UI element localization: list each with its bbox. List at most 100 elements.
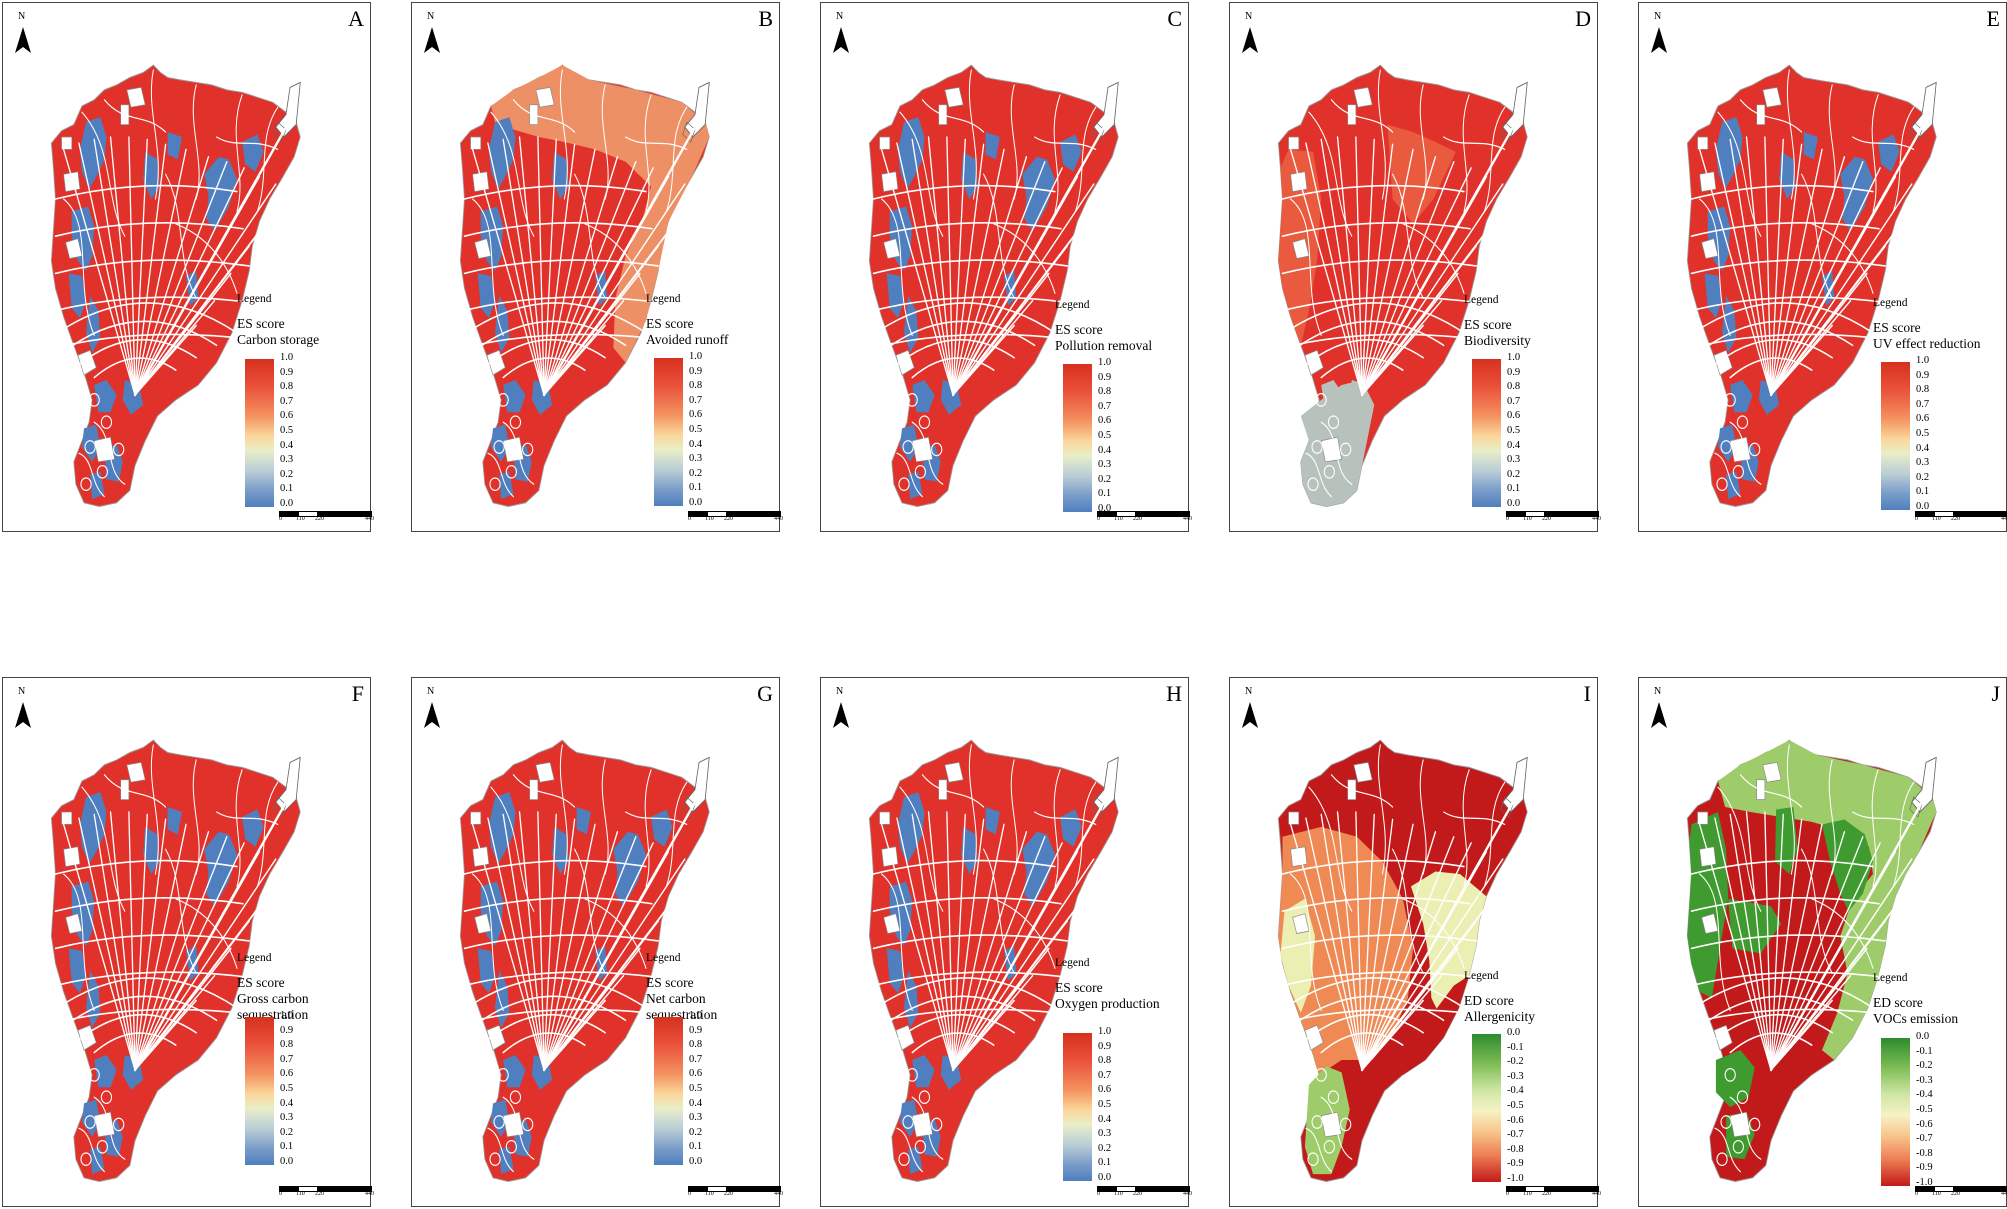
panel-letter: H — [1166, 681, 1182, 706]
zone-minimum — [204, 831, 237, 907]
tick-label: 1.0 — [689, 351, 703, 362]
tick-label: 0.0 — [1507, 498, 1521, 509]
legend-title: Legend — [1873, 297, 1908, 309]
scale-bar: 0 110 220 440 — [1506, 1181, 1601, 1203]
pier-building — [682, 756, 710, 818]
tick-label: 0.8 — [689, 380, 703, 392]
score-type: ES score — [646, 316, 694, 331]
tick-label: 0.9 — [280, 366, 294, 378]
map-panel-i: I N Legend ED score Allergenicity 0.0 -0.1 -0.2… — [1229, 677, 1601, 1207]
zone-low — [1717, 740, 1937, 1060]
tick-label: 0.9 — [689, 1024, 703, 1036]
building — [65, 913, 83, 934]
building — [472, 171, 490, 192]
score-type: ES score — [646, 975, 694, 990]
metric-name: Biodiversity — [1464, 333, 1531, 348]
tick-label: 0.6 — [1916, 413, 1930, 425]
scale-label: 440 — [2001, 516, 2007, 522]
panel-letter: A — [348, 6, 364, 31]
park-map — [1259, 739, 1528, 1183]
zone-minimum — [86, 295, 101, 353]
building — [1288, 136, 1300, 150]
building — [1292, 238, 1310, 259]
zone-moderate — [490, 65, 710, 363]
scale-bar: 0 110 220 440 — [1097, 1181, 1192, 1203]
scale-segment — [1953, 1186, 2007, 1192]
tick-label: 1.0 — [1098, 1026, 1112, 1037]
zone-low — [1410, 871, 1487, 1023]
building — [1697, 136, 1709, 150]
scale-bar: 0 110 220 440 — [1915, 506, 2007, 528]
scale-label: 440 — [1592, 1191, 1601, 1197]
color-ramp — [1063, 364, 1092, 512]
north-label: N — [1245, 11, 1253, 22]
scale-label: 0 — [1097, 516, 1100, 522]
tick-label: -0.9 — [1916, 1162, 1933, 1174]
park-map — [850, 739, 1119, 1183]
building — [1288, 811, 1300, 825]
tick-label: 0.1 — [1098, 488, 1112, 500]
tick-label: 0.0 — [1507, 1027, 1521, 1038]
north-arrow-icon: N — [831, 11, 853, 59]
tick-label: 0.8 — [280, 1039, 294, 1051]
metric-name: Gross carbon — [237, 991, 309, 1006]
scale-label: 440 — [365, 516, 374, 522]
legend: Legend ES score Pollution removal — [1055, 297, 1152, 354]
zone-minimum — [81, 1099, 101, 1137]
tick-label: 0.2 — [689, 467, 703, 479]
building — [944, 86, 964, 108]
zone-minimum — [490, 1099, 510, 1137]
map-panel-c: C N Legend ES score Pollution removal 1.0 0.9 0… — [820, 2, 1192, 532]
panel-letter: B — [758, 6, 773, 31]
tick-label: 0.7 — [689, 394, 703, 406]
zone-minimum — [552, 826, 569, 874]
map-panel-f: F N Legend ES score Gross carbon sequestratio… — [2, 677, 374, 1207]
park-map — [1668, 739, 1937, 1183]
tick-label: 0.5 — [280, 425, 294, 436]
tick-label: 0.4 — [689, 1097, 703, 1109]
park-map — [441, 64, 710, 508]
pier-building — [273, 756, 301, 818]
tick-label: 0.2 — [1507, 468, 1521, 480]
tick-label: -0.1 — [1507, 1041, 1524, 1053]
park-map — [850, 64, 1119, 508]
tick-label: 0.0 — [689, 497, 703, 508]
scale-label: 110 — [1932, 516, 1941, 522]
legend-title: Legend — [237, 293, 272, 305]
tick-label: 0.6 — [1098, 1084, 1112, 1096]
zone-minimum — [985, 132, 1000, 160]
tick-label: 0.5 — [689, 1083, 703, 1094]
map-panel-h: H N Legend ES score Oxygen production 1.0 0.9 0… — [820, 677, 1192, 1207]
scale-bar: 0 110 220 440 — [688, 506, 783, 528]
panel-letter: G — [757, 681, 773, 706]
tick-label: 0.7 — [280, 1053, 294, 1065]
scale-label: 220 — [315, 1191, 324, 1197]
tick-label: 0.6 — [1507, 410, 1521, 422]
building — [61, 136, 73, 150]
zone-minimum — [961, 151, 978, 199]
tick-label: 0.9 — [1916, 369, 1930, 381]
building — [1762, 86, 1782, 108]
legend-title: Legend — [237, 952, 272, 964]
scale-label: 220 — [1133, 1191, 1142, 1197]
pier-building — [1909, 756, 1937, 818]
map-panel-d: D N Legend ES score Biodiversity 1.0 0.9 0.8 0.7… — [1229, 2, 1601, 532]
tick-label: 0.1 — [1507, 483, 1521, 495]
zone-minimum — [912, 1055, 935, 1088]
score-type: ED score — [1873, 995, 1923, 1010]
color-ramp — [245, 359, 274, 507]
map-panel-b: B N Legend ES score Avoided runoff 1.0 0.9 0.8 0… — [411, 2, 783, 532]
tick-label: 1.0 — [280, 352, 294, 363]
tick-label: 0.3 — [1507, 454, 1521, 466]
tick-label: -0.2 — [1916, 1060, 1933, 1072]
scale-label: 440 — [1592, 516, 1601, 522]
north-arrow-icon: N — [13, 11, 35, 59]
building — [1762, 761, 1782, 783]
tick-label: -0.5 — [1507, 1100, 1524, 1111]
scale-label: 110 — [296, 1191, 305, 1197]
metric-name: Carbon storage — [237, 332, 320, 347]
tick-label: 0.8 — [280, 381, 294, 393]
tick-label: 0.0 — [1916, 1031, 1930, 1042]
tick-label: 0.5 — [1098, 430, 1112, 441]
score-type: ES score — [1055, 980, 1103, 995]
